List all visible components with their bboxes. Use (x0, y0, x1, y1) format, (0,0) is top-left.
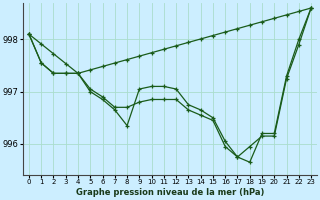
X-axis label: Graphe pression niveau de la mer (hPa): Graphe pression niveau de la mer (hPa) (76, 188, 264, 197)
